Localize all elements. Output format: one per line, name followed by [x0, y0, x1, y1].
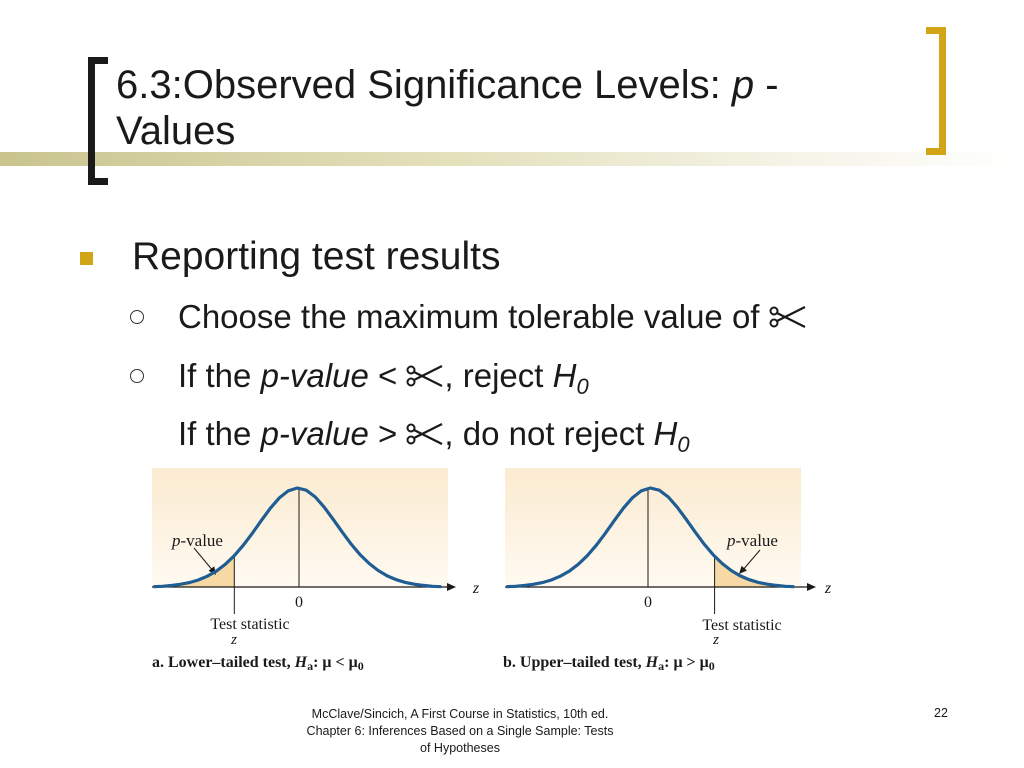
circle-bullet-icon: [130, 310, 144, 324]
footer-line-2: Chapter 6: Inferences Based on a Single …: [270, 723, 650, 740]
h-letter: H: [553, 357, 577, 394]
zero-tick-label: 0: [644, 594, 652, 611]
page-number: 22: [934, 706, 948, 720]
footer-line-3: of Hypotheses: [270, 740, 650, 757]
axis-z-label: z: [824, 580, 832, 597]
upper-tailed-panel: p-value z 0 Test statistic z b. Upper–ta…: [503, 468, 832, 673]
h-subscript: 0: [576, 374, 588, 399]
slide-footer: McClave/Sincich, A First Course in Stati…: [270, 706, 650, 757]
upper-tailed-caption: b. Upper–tailed test, Ha: μ > μ0: [503, 654, 715, 673]
right-bracket-decoration: [926, 27, 946, 155]
p-value-label: p-value: [171, 531, 223, 550]
panel-background: [152, 468, 448, 588]
axis-arrow-icon: [807, 583, 816, 591]
tail-test-figure: p-value z 0 Test statistic z a. Lower–ta…: [150, 466, 840, 676]
lower-tailed-panel: p-value z 0 Test statistic z a. Lower–ta…: [152, 468, 480, 673]
sub-bullet-1-text: Choose the maximum tolerable value of: [178, 298, 769, 335]
p-value-term: p-value: [261, 415, 369, 452]
footer-line-1: McClave/Sincich, A First Course in Stati…: [270, 706, 650, 723]
p-value-term: p-value: [261, 357, 369, 394]
panel-background: [505, 468, 801, 588]
lower-tailed-caption: a. Lower–tailed test, Ha: μ < μ0: [152, 654, 364, 673]
bullet-level1-text: Reporting test results: [132, 232, 501, 282]
scissors-icon: [406, 363, 444, 389]
test-statistic-z-label: z: [712, 632, 719, 648]
scissors-icon: [769, 304, 807, 330]
p-value-label: p-value: [726, 531, 778, 550]
left-bracket-decoration: [88, 57, 108, 185]
slide-title: 6.3:Observed Significance Levels: p - Val…: [116, 62, 906, 154]
axis-arrow-icon: [447, 583, 456, 591]
title-band: [0, 152, 1024, 166]
test-statistic-z-label: z: [230, 632, 237, 648]
scissors-icon: [406, 421, 444, 447]
zero-tick-label: 0: [295, 594, 303, 611]
test-statistic-label: Test statistic: [210, 616, 289, 633]
axis-z-label: z: [472, 580, 480, 597]
h-letter: H: [654, 415, 678, 452]
square-bullet-icon: [80, 252, 93, 265]
h-subscript: 0: [677, 432, 689, 457]
circle-bullet-icon: [130, 369, 144, 383]
